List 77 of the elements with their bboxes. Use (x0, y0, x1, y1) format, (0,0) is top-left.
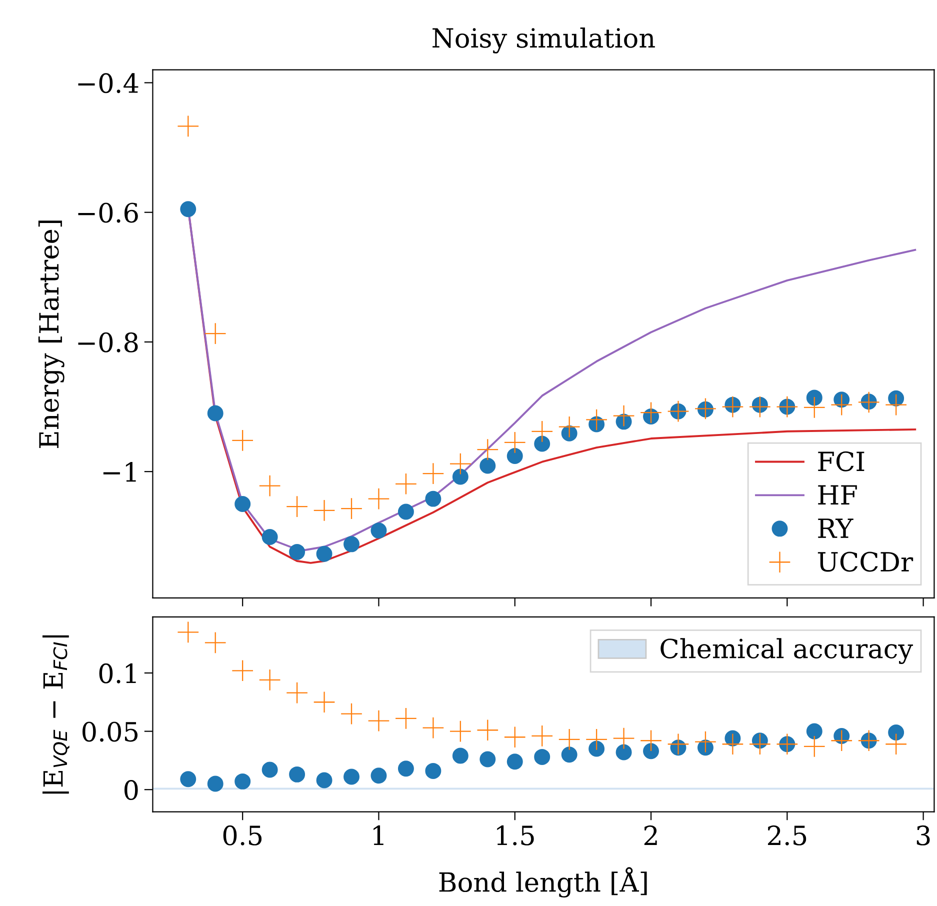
point (480, 458, 496, 474)
point (695, 731, 716, 752)
point (450, 720, 471, 742)
point (370, 768, 387, 784)
y-tick-label: −1 (103, 462, 136, 482)
x-tick-label: 2.5 (768, 825, 806, 846)
point (262, 762, 278, 778)
point (613, 405, 634, 426)
legend-label: FCI (818, 451, 864, 472)
point (643, 743, 659, 760)
point (286, 682, 308, 704)
point (534, 748, 550, 765)
y-tick-label: 0.05 (82, 722, 138, 742)
point (370, 522, 387, 539)
point (314, 692, 335, 713)
point (480, 751, 496, 768)
x-tick-label: 3 (916, 825, 930, 846)
point (534, 436, 550, 452)
y-tick-label: 0 (124, 780, 138, 800)
point (368, 488, 390, 510)
point (207, 776, 224, 792)
point (806, 390, 822, 406)
point (344, 768, 360, 785)
point (234, 773, 251, 790)
x-tick-label: 1.5 (497, 825, 534, 846)
point (234, 496, 251, 512)
point (398, 504, 414, 520)
point (425, 762, 442, 779)
point (425, 490, 442, 507)
point (613, 728, 634, 749)
y-tick-label: −0.4 (78, 73, 138, 94)
point (450, 453, 471, 474)
point (452, 468, 468, 485)
point (506, 754, 523, 770)
point (316, 772, 332, 788)
point (722, 396, 744, 418)
point (398, 760, 414, 777)
point (344, 536, 360, 552)
y-axis-title: |E$_{VQE}$ − E$_{FCI}$| (42, 635, 70, 794)
point (722, 734, 744, 755)
legend-label: UCCDr (818, 552, 914, 572)
point (888, 724, 904, 740)
point (259, 670, 280, 690)
point (422, 463, 444, 484)
point (262, 529, 278, 546)
point (259, 475, 280, 496)
point (180, 201, 196, 218)
point (180, 771, 196, 788)
x-tick-label: 1 (374, 825, 384, 846)
point (588, 740, 605, 757)
point (341, 703, 362, 724)
point (289, 544, 306, 560)
point (368, 710, 390, 732)
point (452, 748, 468, 764)
point (806, 723, 822, 740)
point (422, 717, 444, 738)
x-axis-title: Bond length [Å] (439, 867, 647, 898)
x-tick-label: 2 (644, 825, 657, 846)
point (506, 448, 523, 464)
point (289, 766, 306, 782)
point (207, 405, 224, 422)
point (616, 744, 632, 760)
chart-title: Noisy simulation (432, 27, 655, 54)
legend-label: Chemical accuracy (660, 638, 913, 664)
point (586, 409, 607, 430)
x-tick-label: 0.5 (223, 825, 262, 846)
y-tick-label: −0.8 (78, 332, 138, 352)
point (561, 746, 578, 763)
y-tick-label: −0.6 (78, 202, 138, 223)
point (316, 546, 332, 562)
y-tick-label: 0.1 (99, 663, 136, 684)
legend-label: RY (818, 518, 854, 538)
y-axis-title: Energy [Hartree] (38, 220, 64, 448)
point (314, 500, 335, 521)
point (668, 734, 689, 755)
legend-label: HF (818, 485, 857, 504)
point (750, 396, 770, 418)
